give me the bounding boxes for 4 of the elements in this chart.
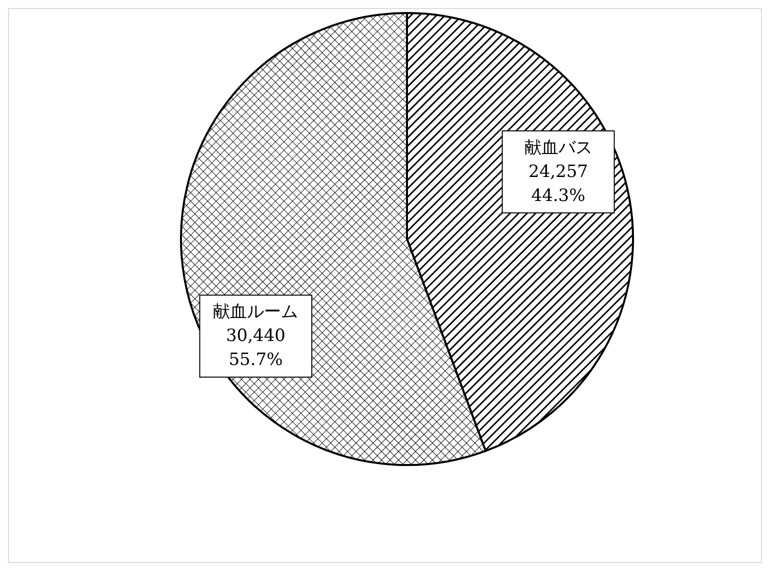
slice-label: 献血バス (524, 138, 592, 158)
slice-label: 献血ルーム (213, 302, 298, 322)
data-label: 30,440 55.7% (226, 326, 286, 370)
data-label: 24,257 44.3% (528, 162, 588, 206)
